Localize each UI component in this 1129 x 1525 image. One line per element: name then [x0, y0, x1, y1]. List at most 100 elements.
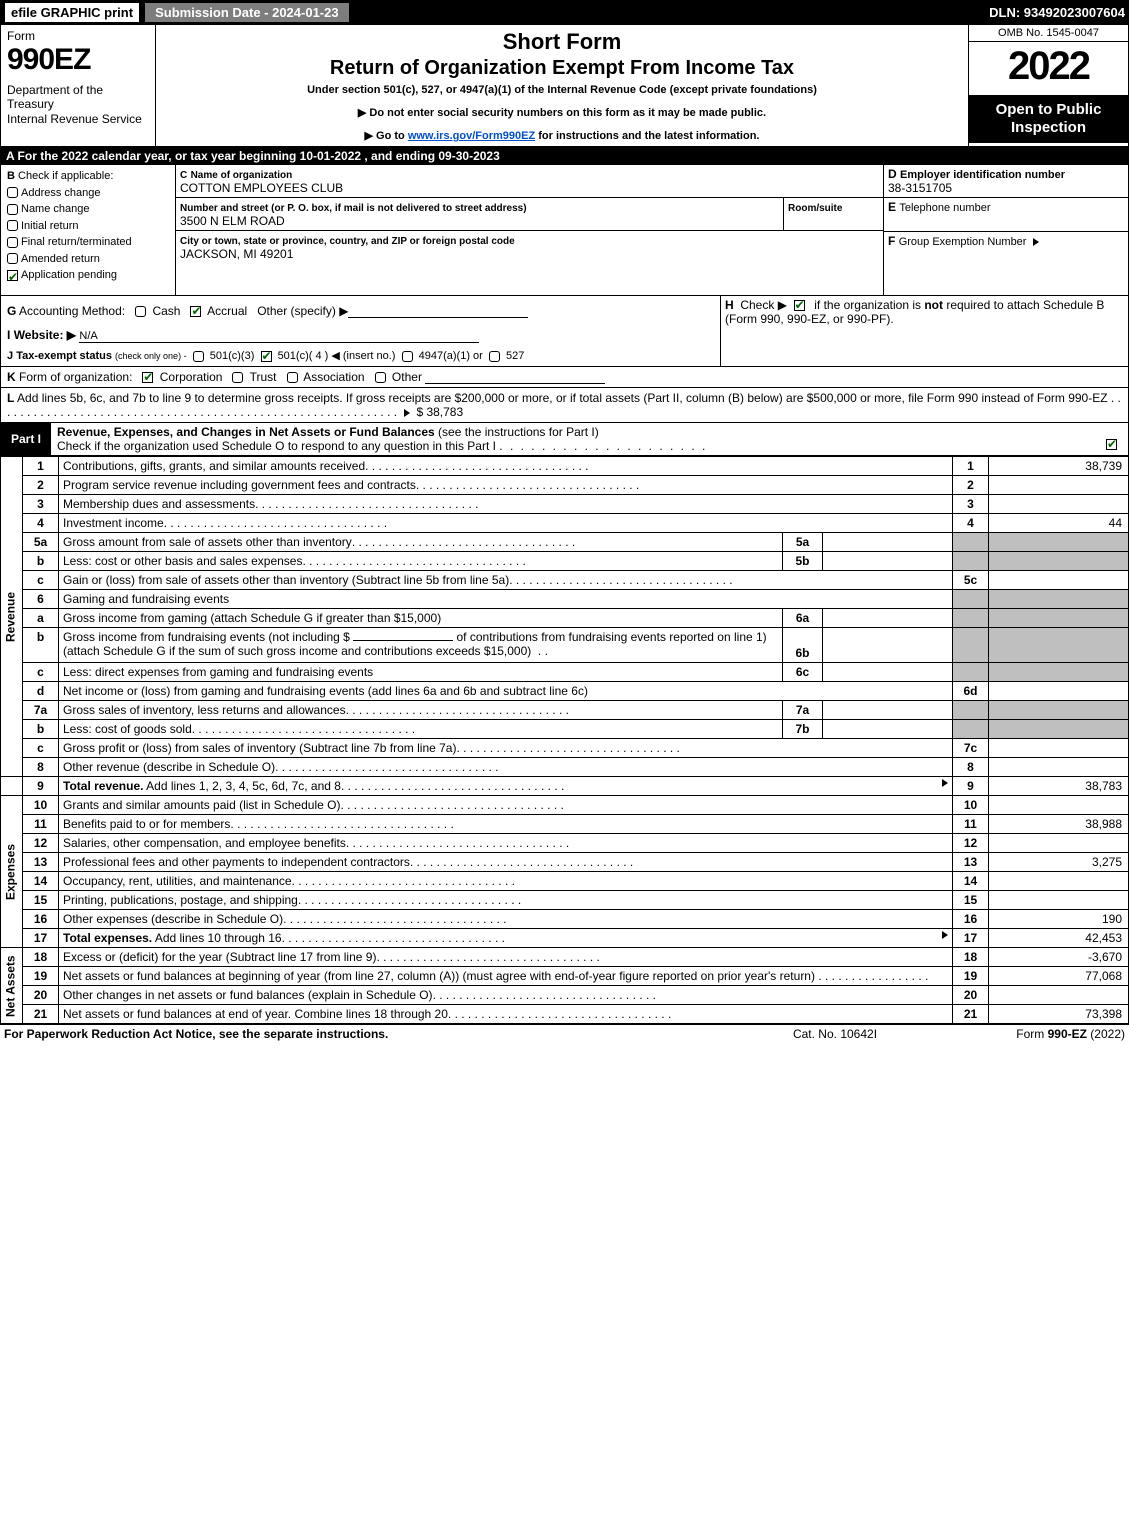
- chk-name-change[interactable]: [7, 204, 18, 215]
- section-l: L Add lines 5b, 6c, and 7b to line 9 to …: [0, 388, 1129, 423]
- lbl-initial-return: Initial return: [21, 220, 78, 232]
- ln5a-sa: 5a: [783, 533, 823, 552]
- street-address: 3500 N ELM ROAD: [180, 214, 285, 228]
- section-h-label: H: [725, 298, 734, 312]
- ln1-num: 1: [23, 457, 59, 476]
- form-word: Form: [7, 29, 149, 43]
- chk-accrual[interactable]: [190, 306, 201, 317]
- ln13-amt: 3,275: [989, 853, 1129, 872]
- ln7c-r: 7c: [953, 739, 989, 758]
- h-text3: required to attach Schedule B: [943, 298, 1104, 312]
- ln18-desc: Excess or (deficit) for the year (Subtra…: [63, 950, 376, 964]
- ln11-amt: 38,988: [989, 815, 1129, 834]
- ln7b-num: b: [23, 720, 59, 739]
- ln5a-desc: Gross amount from sale of assets other t…: [63, 535, 352, 549]
- room-suite-label: Room/suite: [788, 203, 842, 214]
- ln6-num: 6: [23, 590, 59, 609]
- chk-schedule-o-part1[interactable]: [1106, 439, 1117, 450]
- part1-title: Revenue, Expenses, and Changes in Net As…: [57, 425, 435, 439]
- goto-post: for instructions and the latest informat…: [535, 130, 759, 142]
- ln13-r: 13: [953, 853, 989, 872]
- chk-initial-return[interactable]: [7, 220, 18, 231]
- ln15-num: 15: [23, 891, 59, 910]
- ln7a-num: 7a: [23, 701, 59, 720]
- open-public-badge: Open to Public Inspection: [969, 95, 1128, 143]
- ln6b-sv: [823, 628, 953, 663]
- ln18-r: 18: [953, 948, 989, 967]
- chk-association[interactable]: [287, 372, 298, 383]
- ln5a-grey: [953, 533, 989, 552]
- lbl-association: Association: [303, 370, 364, 384]
- ln15-r: 15: [953, 891, 989, 910]
- ln6-desc: Gaming and fundraising events: [59, 590, 953, 609]
- vert-revenue: Revenue: [1, 457, 23, 777]
- h-text4: (Form 990, 990-EZ, or 990-PF).: [725, 312, 894, 326]
- dept-treasury: Department of the Treasury Internal Reve…: [7, 83, 149, 126]
- telephone-label: Telephone number: [899, 202, 990, 214]
- chk-amended-return[interactable]: [7, 253, 18, 264]
- ln7c-desc: Gross profit or (loss) from sales of inv…: [63, 741, 456, 755]
- irs-link[interactable]: www.irs.gov/Form990EZ: [408, 130, 535, 142]
- chk-other-org[interactable]: [375, 372, 386, 383]
- form-number: 990EZ: [7, 43, 149, 77]
- city-state-zip: JACKSON, MI 49201: [180, 247, 293, 261]
- tax-exempt-label: Tax-exempt status: [16, 350, 112, 362]
- ln21-r: 21: [953, 1005, 989, 1024]
- other-org-input[interactable]: [425, 370, 605, 384]
- other-specify-input[interactable]: [348, 304, 528, 318]
- ln6b-grey: [953, 628, 989, 663]
- ln6b-blank[interactable]: [353, 640, 453, 641]
- ln6c-num: c: [23, 663, 59, 682]
- chk-527[interactable]: [489, 351, 500, 362]
- ln20-amt: [989, 986, 1129, 1005]
- chk-4947a1[interactable]: [402, 351, 413, 362]
- part1-label: Part I: [1, 423, 51, 455]
- ln1-desc: Contributions, gifts, grants, and simila…: [63, 459, 365, 473]
- ln19-desc: Net assets or fund balances at beginning…: [63, 969, 815, 983]
- ln13-num: 13: [23, 853, 59, 872]
- chk-501c3[interactable]: [193, 351, 204, 362]
- efile-print-button[interactable]: efile GRAPHIC print: [4, 2, 140, 23]
- ln19-amt: 77,068: [989, 967, 1129, 986]
- accounting-method-label: Accounting Method:: [19, 304, 125, 318]
- ln6c-sa: 6c: [783, 663, 823, 682]
- lbl-address-change: Address change: [21, 187, 101, 199]
- ln8-amt: [989, 758, 1129, 777]
- chk-schedule-b-not-required[interactable]: [794, 300, 805, 311]
- form-header: Form 990EZ Department of the Treasury In…: [0, 24, 1129, 147]
- ln5a-num: 5a: [23, 533, 59, 552]
- ln1-amt: 38,739: [989, 457, 1129, 476]
- ln19-num: 19: [23, 967, 59, 986]
- ln6d-amt: [989, 682, 1129, 701]
- lbl-name-change: Name change: [21, 203, 90, 215]
- chk-501c[interactable]: [261, 351, 272, 362]
- ln6a-grey: [953, 609, 989, 628]
- check-only-one: (check only one) -: [115, 351, 187, 361]
- lbl-other-org: Other: [392, 370, 422, 384]
- omb-number: OMB No. 1545-0047: [969, 25, 1128, 42]
- org-info-block: B Check if applicable: Address change Na…: [0, 165, 1129, 296]
- chk-address-change[interactable]: [7, 187, 18, 198]
- lbl-527: 527: [506, 350, 524, 362]
- ln16-num: 16: [23, 910, 59, 929]
- ln6a-desc: Gross income from gaming (attach Schedul…: [59, 609, 783, 628]
- chk-corporation[interactable]: [142, 372, 153, 383]
- chk-application-pending[interactable]: [7, 270, 18, 281]
- form-of-org-label: Form of organization:: [19, 370, 132, 384]
- ln7c-num: c: [23, 739, 59, 758]
- ln6d-num: d: [23, 682, 59, 701]
- chk-final-return[interactable]: [7, 237, 18, 248]
- section-i-label: I: [7, 328, 10, 342]
- ln5b-sv: [823, 552, 953, 571]
- chk-trust[interactable]: [232, 372, 243, 383]
- ln18-amt: -3,670: [989, 948, 1129, 967]
- ln21-desc: Net assets or fund balances at end of ye…: [63, 1007, 448, 1021]
- ln9-r: 9: [953, 777, 989, 796]
- ln3-r: 3: [953, 495, 989, 514]
- chk-cash[interactable]: [135, 306, 146, 317]
- ln1-r: 1: [953, 457, 989, 476]
- form-ref-pre: Form: [1016, 1027, 1047, 1041]
- h-text2: if the organization is: [814, 298, 924, 312]
- cat-no: Cat. No. 10642I: [725, 1027, 945, 1041]
- ln10-num: 10: [23, 796, 59, 815]
